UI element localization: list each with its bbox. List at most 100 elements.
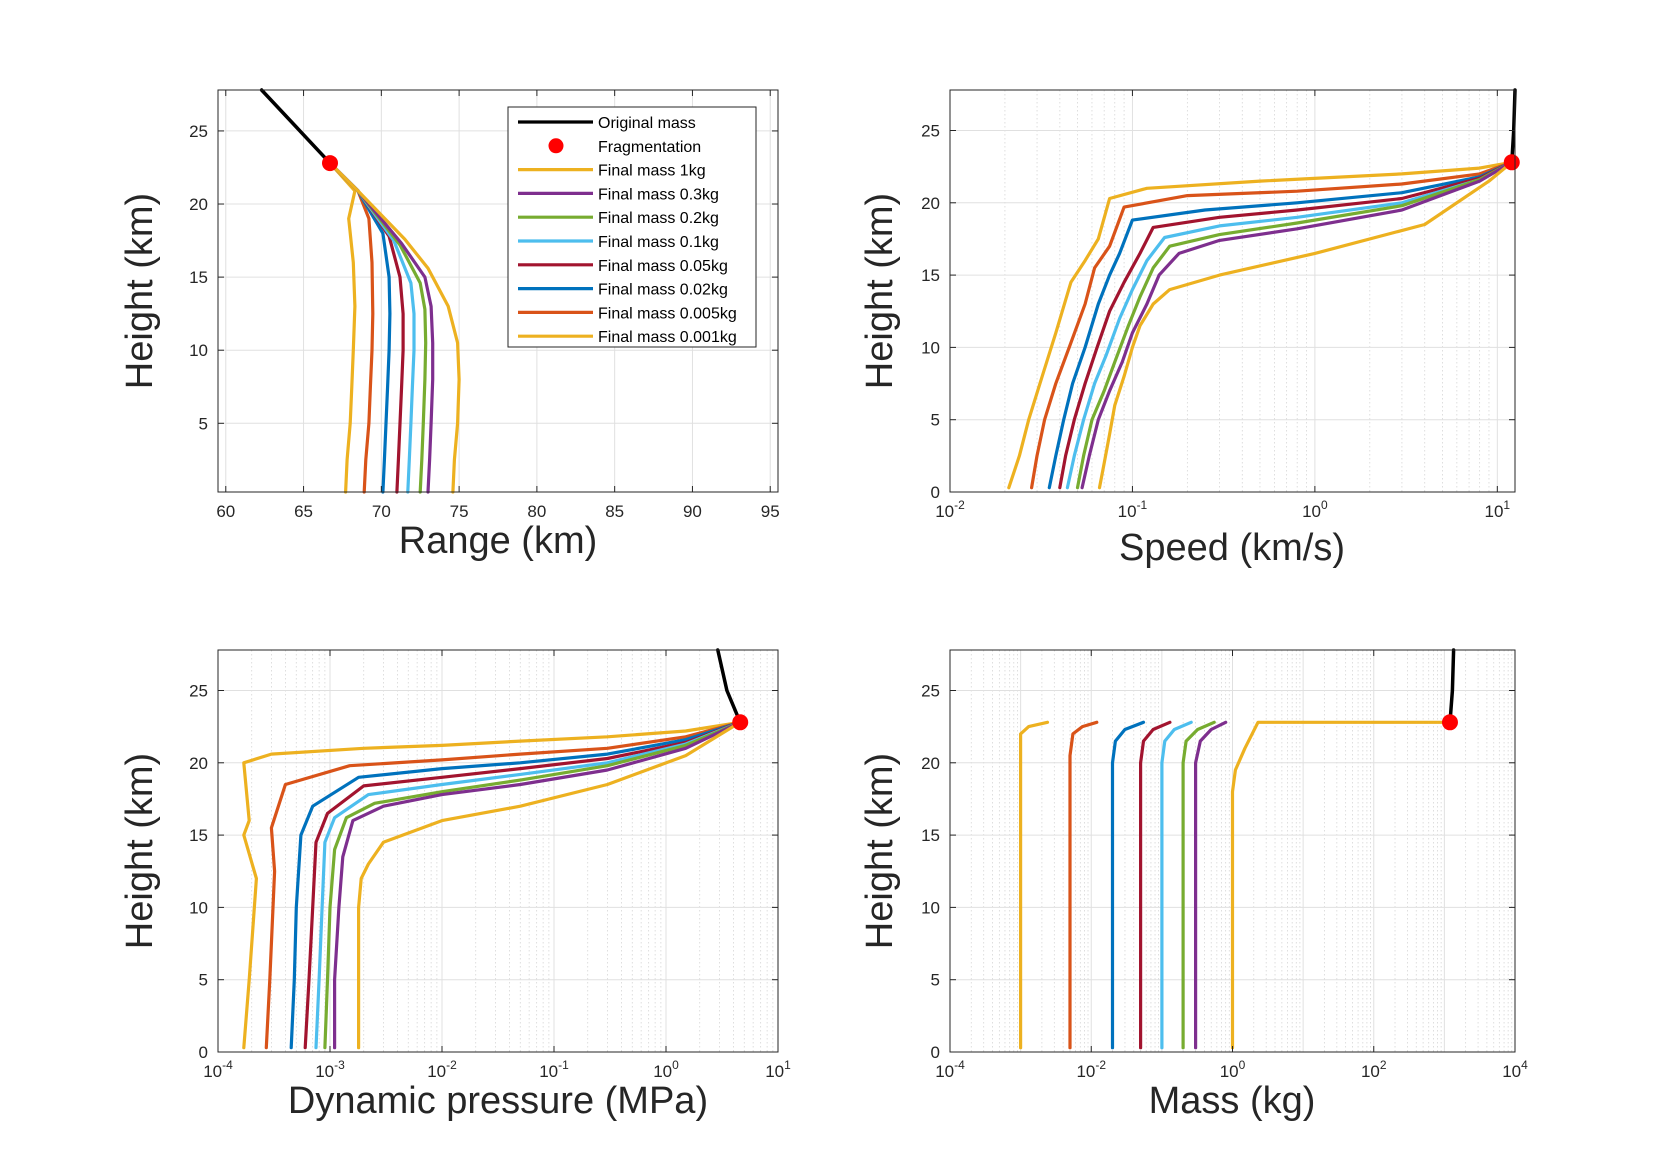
y-tick-label: 5 <box>931 411 940 430</box>
y-tick-label: 20 <box>921 194 940 213</box>
series-line-m005kg <box>1058 160 1514 490</box>
series-line-original <box>1448 648 1456 725</box>
x-axis-label: Mass (kg) <box>1149 1080 1316 1122</box>
x-tick-label: 75 <box>450 502 469 521</box>
x-tick-label: 101 <box>765 1058 791 1081</box>
x-tick-label: 65 <box>294 502 313 521</box>
dynamic-pressure-plot: 10-4 10-3 10-2 10-1 100 101 0 5 10 15 20 25 Dynamic … <box>119 648 791 1122</box>
series-line-m03kg <box>1193 720 1228 1050</box>
series-line-m02kg <box>323 720 742 1050</box>
ticks: 60 65 70 75 80 85 90 95 5 10 15 20 25 <box>189 90 780 521</box>
x-tick-label: 90 <box>683 502 702 521</box>
legend-label: Final mass 0.02kg <box>598 282 728 299</box>
x-tick-label: 10-2 <box>935 498 965 521</box>
x-tick-label: 10-4 <box>203 1058 233 1081</box>
x-tick-label: 85 <box>605 502 624 521</box>
series-line-m03kg <box>1080 160 1514 490</box>
y-tick-label: 25 <box>921 681 940 700</box>
y-tick-label: 15 <box>189 826 208 845</box>
y-tick-label: 10 <box>189 341 208 360</box>
legend-label: Final mass 0.005kg <box>598 305 737 322</box>
series-line-m0001kg <box>1018 720 1050 1050</box>
legend-label: Fragmentation <box>598 139 701 156</box>
y-tick-label: 25 <box>189 681 208 700</box>
legend-label: Final mass 0.2kg <box>598 210 719 227</box>
legend-label: Original mass <box>598 115 696 132</box>
y-tick-label: 25 <box>921 121 940 140</box>
legend: Original mass Fragmentation Final mass 1kg… <box>507 106 757 348</box>
series-line-m01kg <box>314 720 742 1050</box>
series-line-original <box>716 648 742 725</box>
grid <box>218 650 778 1053</box>
mass-plot: 10-4 10-2 100 102 104 0 5 10 15 20 25 Mass (kg) Heig… <box>859 648 1528 1122</box>
y-tick-label: 0 <box>199 1043 208 1062</box>
ticks: 10-4 10-2 100 102 104 0 5 10 15 20 25 <box>921 650 1528 1081</box>
y-tick-label: 5 <box>199 971 208 990</box>
series-line-m002kg <box>1110 720 1146 1050</box>
y-axis-label: Height (km) <box>859 753 901 949</box>
y-tick-label: 20 <box>189 754 208 773</box>
axes-box <box>949 89 1516 493</box>
series-line-m1kg <box>328 161 461 494</box>
x-tick-label: 101 <box>1485 498 1511 521</box>
x-tick-label: 80 <box>527 502 546 521</box>
y-tick-label: 15 <box>921 826 940 845</box>
y-tick-label: 5 <box>931 971 940 990</box>
series-line-m002kg <box>289 720 742 1050</box>
series-line-m01kg <box>1065 160 1514 490</box>
y-tick-label: 5 <box>199 414 208 433</box>
series-line-m0005kg <box>1068 720 1099 1050</box>
legend-label: Final mass 0.3kg <box>598 186 719 203</box>
series-line-m1kg <box>357 720 742 1050</box>
y-tick-label: 0 <box>931 1043 940 1062</box>
series-line-m002kg <box>1047 160 1514 490</box>
y-tick-label: 10 <box>921 898 940 917</box>
x-tick-label: 60 <box>216 502 235 521</box>
x-tick-label: 100 <box>1302 498 1328 521</box>
y-tick-label: 15 <box>921 266 940 285</box>
series-line-m005kg <box>303 720 742 1050</box>
x-tick-label: 10-4 <box>935 1058 965 1081</box>
axes-box <box>217 649 779 1053</box>
legend-label: Final mass 0.05kg <box>598 258 728 275</box>
legend-label: Final mass 0.1kg <box>598 234 719 251</box>
fragmentation-marker <box>1503 154 1520 171</box>
x-tick-label: 100 <box>653 1058 679 1081</box>
x-tick-label: 10-2 <box>1076 1058 1106 1081</box>
series-line-m002kg <box>328 161 392 494</box>
y-axis-label: Height (km) <box>119 753 161 949</box>
series-line-m02kg <box>1075 160 1514 490</box>
speed-plot: 10-2 10-1 100 101 0 5 10 15 20 25 Speed (km/s) Heig… <box>859 88 1520 569</box>
x-axis-label: Range (km) <box>399 520 598 562</box>
x-tick-label: 100 <box>1220 1058 1246 1081</box>
y-tick-label: 20 <box>189 195 208 214</box>
series-line-m0001kg <box>242 720 742 1050</box>
series-line-m0005kg <box>264 720 742 1050</box>
y-tick-label: 10 <box>921 338 940 357</box>
x-tick-label: 10-3 <box>315 1058 345 1081</box>
x-tick-label: 104 <box>1502 1058 1528 1081</box>
axes-box <box>217 89 779 493</box>
y-tick-label: 25 <box>189 122 208 141</box>
plot-area <box>218 650 778 1052</box>
x-tick-label: 10-1 <box>1118 498 1148 521</box>
y-tick-label: 10 <box>189 898 208 917</box>
series-line-m0005kg <box>1029 160 1514 490</box>
x-tick-label: 10-1 <box>539 1058 569 1081</box>
y-axis-label: Height (km) <box>119 193 161 389</box>
series-line-m005kg <box>1138 720 1172 1050</box>
x-tick-label: 10-2 <box>427 1058 457 1081</box>
series-lines <box>259 88 461 494</box>
series-line-m1kg <box>1230 720 1452 1050</box>
series-line-m03kg <box>328 161 435 494</box>
legend-label: Final mass 0.001kg <box>598 329 737 346</box>
series-line-original <box>259 88 332 165</box>
series-lines <box>1007 88 1517 490</box>
series-lines <box>242 648 742 1050</box>
series-line-m0005kg <box>328 161 375 494</box>
series-line-m02kg <box>1181 720 1216 1050</box>
ticks: 10-2 10-1 100 101 0 5 10 15 20 25 <box>921 90 1515 521</box>
x-tick-label: 95 <box>761 502 780 521</box>
y-tick-label: 0 <box>931 483 940 502</box>
